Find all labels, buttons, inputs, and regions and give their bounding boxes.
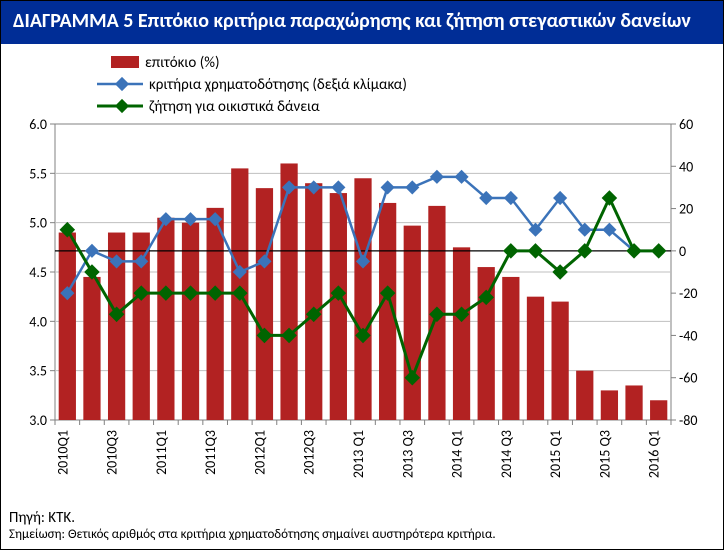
svg-text:2016 Q1: 2016 Q1 [646,430,663,478]
svg-text:4.0: 4.0 [29,313,47,330]
svg-text:2011Q1: 2011Q1 [153,430,170,475]
svg-text:2013 Q3: 2013 Q3 [399,430,416,478]
footer-note: Σημείωση: Θετικός αριθμός στα κριτήρια χ… [9,527,715,543]
svg-text:ζήτηση για οικιστικά δάνεια: ζήτηση για οικιστικά δάνεια [149,98,320,116]
svg-text:-40: -40 [679,327,697,344]
svg-text:2013 Q1: 2013 Q1 [350,430,367,478]
svg-text:-20: -20 [679,285,697,302]
svg-text:2014 Q1: 2014 Q1 [449,430,466,478]
svg-text:2012Q1: 2012Q1 [251,430,268,475]
svg-text:κριτήρια χρηματοδότησης (δεξιά: κριτήρια χρηματοδότησης (δεξιά κλίμακα) [149,76,407,94]
svg-text:40: 40 [679,158,693,175]
svg-text:3.0: 3.0 [29,412,47,429]
svg-text:-80: -80 [679,412,697,429]
svg-text:60: 60 [679,116,693,133]
chart-title-bar: ΔΙΑΓΡΑΜΜΑ 5 Επιτόκιο κριτήρια παραχώρηση… [1,1,723,44]
title-main: Επιτόκιο κριτήρια παραχώρησης και ζήτηση… [138,9,691,33]
svg-text:2015 Q1: 2015 Q1 [547,430,564,478]
svg-text:2012Q3: 2012Q3 [301,430,318,475]
title-prefix: ΔΙΑΓΡΑΜΜΑ 5 [13,9,133,33]
footer-source: Πηγή: ΚΤΚ. [9,509,715,527]
svg-text:0: 0 [679,243,686,260]
svg-text:3.5: 3.5 [29,363,47,380]
svg-text:2014 Q3: 2014 Q3 [498,430,515,478]
svg-text:6.0: 6.0 [29,116,47,133]
svg-text:2010Q1: 2010Q1 [54,430,71,475]
chart-svg: επιτόκιο (%) κριτήρια χρηματοδότησης (δεξ… [1,44,724,490]
chart-plot-area: επιτόκιο (%) κριτήρια χρηματοδότησης (δεξ… [1,44,723,488]
svg-text:-60: -60 [679,370,697,387]
svg-text:4.5: 4.5 [29,264,47,281]
figure-container: ΔΙΑΓΡΑΜΜΑ 5 Επιτόκιο κριτήρια παραχώρηση… [0,0,724,550]
svg-text:2010Q3: 2010Q3 [104,430,121,475]
svg-text:2015 Q3: 2015 Q3 [596,430,613,478]
svg-text:20: 20 [679,201,693,218]
svg-text:5.5: 5.5 [29,165,47,182]
svg-text:επιτόκιο (%): επιτόκιο (%) [145,54,220,72]
svg-text:2011Q3: 2011Q3 [202,430,219,475]
chart-footer: Πηγή: ΚΤΚ. Σημείωση: Θετικός αριθμός στα… [1,505,723,549]
svg-text:5.0: 5.0 [29,215,47,232]
